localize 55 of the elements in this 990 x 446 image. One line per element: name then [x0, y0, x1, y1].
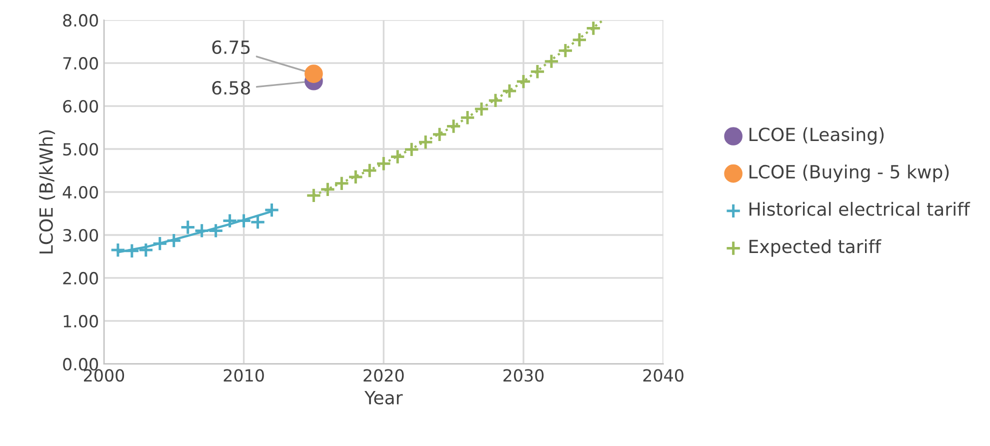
point [110, 242, 126, 258]
x-tick-label: 2040 [643, 369, 684, 382]
point [306, 188, 322, 204]
y-tick-label: 5.00 [63, 142, 98, 156]
point [376, 156, 392, 172]
point [362, 162, 378, 178]
point [390, 148, 406, 165]
point [152, 236, 168, 252]
point [474, 101, 490, 117]
point [264, 202, 280, 218]
point [432, 126, 448, 142]
y-tick-label: 3.00 [63, 228, 98, 242]
y-tick-label: 4.00 [62, 186, 98, 199]
point [320, 182, 336, 198]
legend-label: Historical electrical tariff [750, 202, 970, 216]
x-tick-label: 2010 [224, 369, 264, 382]
point [530, 64, 546, 80]
point [502, 83, 518, 99]
point [304, 64, 323, 83]
point [194, 222, 210, 239]
point [586, 20, 602, 36]
point [418, 134, 434, 150]
point [544, 53, 560, 70]
point [138, 242, 154, 258]
point [348, 169, 364, 185]
point [572, 32, 588, 48]
point [180, 219, 196, 236]
x-tick-label: 2030 [503, 369, 544, 382]
point [488, 92, 504, 108]
y-tick-label: 8.00 [63, 14, 98, 27]
legend-label: LCOE (Buying - 5 kwp) [750, 164, 949, 182]
y-tick-label: 6.00 [63, 100, 98, 113]
point [166, 232, 182, 248]
annotation: 6.75 [212, 40, 250, 54]
x-axis-title: Year [364, 391, 403, 404]
point [558, 42, 574, 58]
y-tick-label: 1.00 [64, 314, 98, 328]
point [124, 243, 140, 259]
y-tick-label: 2.00 [63, 272, 98, 285]
y-tick-label: 0.00 [63, 358, 98, 371]
y-axis-title: LCOE (B/kWh) [38, 130, 56, 254]
point [222, 212, 238, 229]
annotation: 6.58 [212, 81, 250, 95]
x-tick-label: 2000 [84, 369, 124, 382]
point [208, 222, 224, 239]
legend-label: LCOE (Leasing) [750, 127, 884, 145]
legend-label: Expected tariff [750, 239, 882, 257]
x-tick-label: 2020 [364, 369, 404, 382]
point [404, 142, 420, 158]
point [334, 176, 350, 192]
point [460, 110, 476, 126]
point [516, 74, 532, 90]
y-tick-label: 7.00 [63, 57, 98, 70]
point [236, 212, 252, 229]
point [446, 118, 462, 134]
